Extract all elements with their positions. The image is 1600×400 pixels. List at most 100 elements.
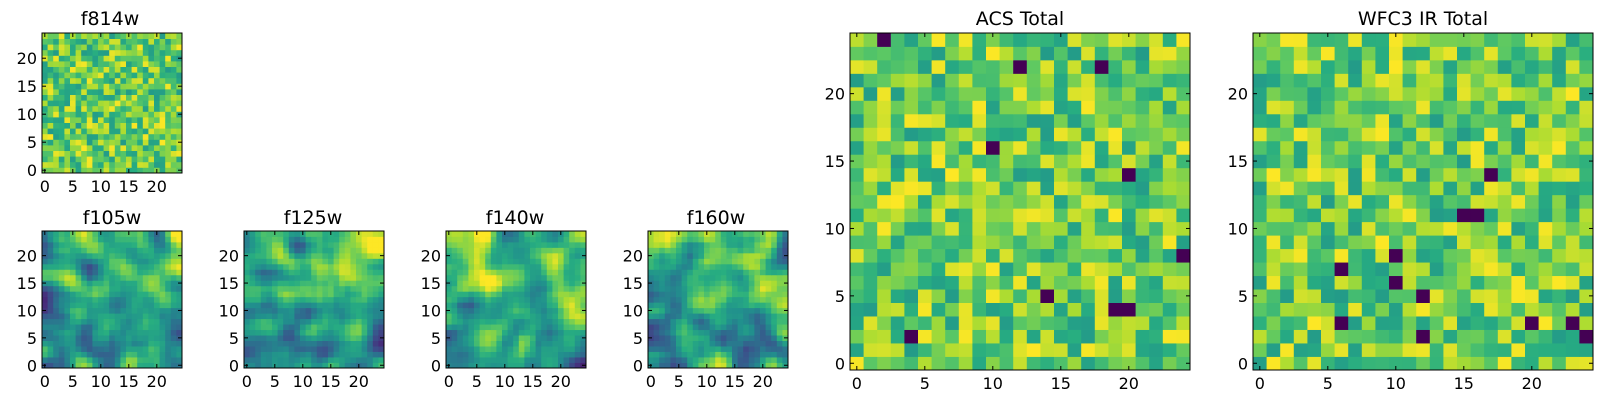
heatmap-cell [1470,329,1485,344]
heatmap-cell [530,258,536,265]
heatmap-cell [692,313,699,320]
heatmap-cell [1538,86,1553,101]
heatmap-cell [148,258,155,265]
heatmap-cell [53,231,60,237]
heatmap-cell [109,291,116,298]
heatmap-cell [1416,46,1431,61]
heatmap-cell [339,362,346,369]
heatmap-cell [1511,208,1526,223]
heatmap-cell [1162,302,1177,317]
heatmap-cell [159,252,166,259]
heatmap-cell [120,55,127,62]
heatmap-cell [518,346,525,352]
heatmap-cell [170,105,177,112]
heatmap-cell [1293,343,1308,357]
heatmap-cell [367,362,374,369]
heatmap-cell [372,291,379,298]
heatmap-cell [176,128,183,135]
heatmap-cell [530,324,536,331]
heatmap-cell [726,307,733,314]
heatmap-cell [1094,194,1109,209]
heatmap-cell [698,291,705,298]
heatmap-cell [546,302,553,309]
heatmap-cell [877,113,892,128]
heatmap-cell [1511,167,1526,182]
heatmap-cell [1389,86,1403,101]
heatmap-cell [344,285,351,292]
heatmap-cell [904,167,919,182]
heatmap-cell [776,285,783,292]
heatmap-cell [546,285,553,292]
heatmap-cell [1511,262,1526,277]
heatmap-cell [148,72,155,79]
heatmap-cell [92,100,99,107]
heatmap-cell [1511,289,1526,303]
heatmap-cell [142,145,149,151]
heatmap-cell [530,318,536,325]
heatmap-cell [648,274,654,281]
heatmap-cell [1266,221,1281,236]
heatmap-cell [648,318,654,325]
heatmap-cell [1176,59,1191,74]
heatmap-cell [372,241,379,248]
heatmap-cell [999,275,1014,290]
heatmap-cell [98,145,104,151]
heatmap-cell [1067,113,1082,128]
heatmap-cell [58,156,65,163]
heatmap-cell [709,357,716,363]
heatmap-cell [81,291,88,298]
heatmap-cell [1135,86,1150,101]
heatmap-cell [945,289,960,303]
heatmap-cell [1067,46,1082,61]
heatmap-cell [350,280,357,287]
heatmap-cell [468,357,475,363]
heatmap-cell [47,66,54,73]
heatmap-cell [863,329,878,344]
heatmap-cell [676,307,682,314]
heatmap-cell [958,343,973,357]
heatmap-cell [154,296,160,303]
heatmap-cell [1135,329,1150,344]
heatmap-cell [109,150,116,157]
heatmap-cell [485,285,492,292]
heatmap-cell [1081,181,1096,196]
heatmap-cell [47,346,54,352]
heatmap-cell [1402,73,1417,88]
heatmap-cell [698,236,705,243]
heatmap-cell [339,231,346,237]
heatmap-cell [1334,154,1349,169]
heatmap-cell [698,324,705,331]
heatmap-cell [1565,59,1580,74]
heatmap-cell [126,340,132,347]
heatmap-cell [958,140,973,155]
heatmap-cell [535,241,542,248]
heatmap-cell [103,145,110,151]
heatmap-cell [109,105,116,112]
heatmap-cell [86,346,93,352]
heatmap-cell [726,291,733,298]
heatmap-cell [47,285,54,292]
heatmap-cell [765,296,772,303]
heatmap-cell [176,117,183,123]
heatmap-cell [1013,113,1028,128]
heatmap-cell [170,307,177,314]
heatmap-cell [266,313,273,320]
heatmap-cell [462,302,469,309]
heatmap-cell [81,318,88,325]
heatmap-cell [350,241,357,248]
heatmap-cell [569,346,576,352]
heatmap-cell [904,235,919,250]
heatmap-cell [1579,343,1594,357]
heatmap-cell [474,351,480,358]
heatmap-cell [653,362,660,369]
heatmap-cell [574,241,581,248]
heatmap-cell [58,346,65,352]
heatmap-cell [1307,302,1322,317]
heatmap-cell [648,313,654,320]
heatmap-cell [1122,329,1136,344]
heatmap-cell [931,248,946,263]
heatmap-cell [771,285,778,292]
heatmap-cell [1552,289,1567,303]
heatmap-cell [42,291,48,298]
